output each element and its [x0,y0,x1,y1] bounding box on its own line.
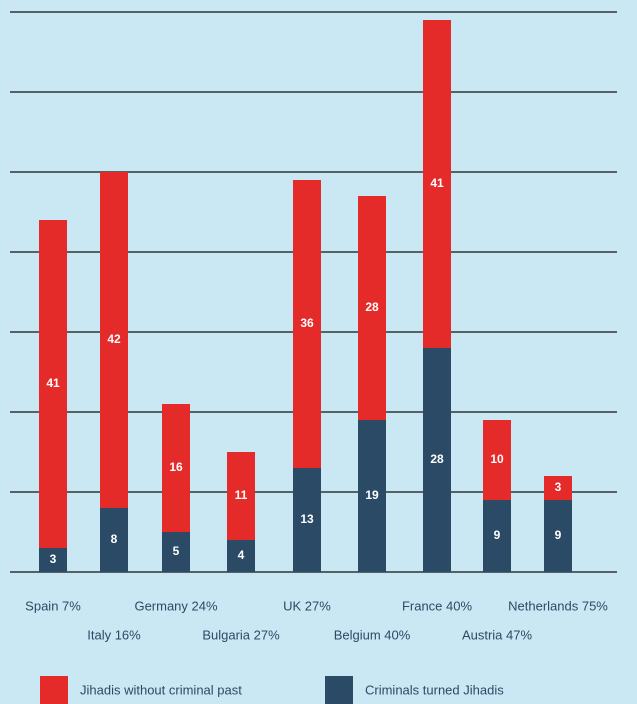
value-label: 9 [555,528,562,542]
x-tick-label: Bulgaria 27% [202,627,280,642]
x-tick-label: Germany 24% [134,598,218,613]
bar-segment [483,420,511,500]
value-label: 9 [494,528,501,542]
value-label: 42 [107,332,121,346]
value-label: 10 [490,452,504,466]
bar-segment [358,420,386,572]
x-tick-label: Italy 16% [87,627,141,642]
bar-segment [423,20,451,348]
x-tick-label: UK 27% [283,598,331,613]
x-tick-label: Austria 47% [462,627,533,642]
value-label: 13 [300,512,314,526]
value-label: 36 [300,316,314,330]
bar-segment [100,172,128,508]
bar-segment [39,220,67,548]
x-tick-label: Netherlands 75% [508,598,608,613]
bar-segment [544,476,572,500]
value-label: 8 [111,532,118,546]
bar-segment [39,548,67,572]
bar-segment [358,196,386,420]
bar-segment [293,468,321,572]
value-label: 11 [235,488,248,502]
value-label: 41 [430,176,444,190]
value-label: 5 [173,544,180,558]
x-tick-label: Spain 7% [25,598,81,613]
bar-segment [162,404,190,532]
value-label: 41 [46,376,60,390]
legend-label: Criminals turned Jihadis [365,682,504,697]
value-label: 16 [169,460,183,474]
bar-segment [100,508,128,572]
bar-segment [293,180,321,468]
bar-segment [483,500,511,572]
value-label: 3 [555,480,562,494]
x-tick-label: Belgium 40% [334,627,411,642]
value-label: 19 [365,488,379,502]
legend-swatch [40,676,68,704]
bar-segment [423,348,451,572]
value-label: 28 [365,300,379,314]
bar-segment [227,540,255,572]
legend-swatch [325,676,353,704]
bar-segment [544,500,572,572]
value-label: 4 [238,548,245,562]
bar-segment [227,452,255,540]
legend-label: Jihadis without criminal past [80,682,242,697]
value-label: 3 [50,552,57,566]
x-tick-label: France 40% [402,598,473,613]
bar-segment [162,532,190,572]
value-label: 28 [430,452,444,466]
